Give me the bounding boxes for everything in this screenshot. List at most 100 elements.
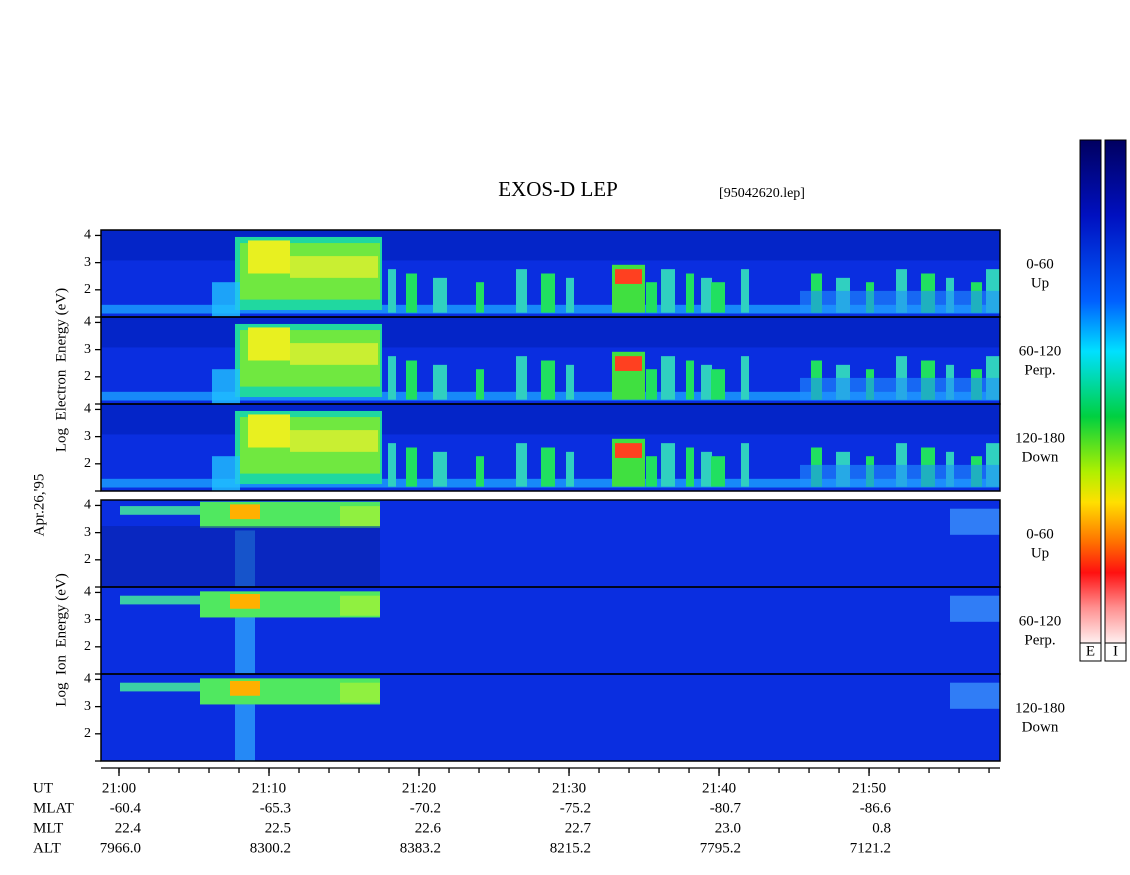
orbit-value: 22.4 (115, 820, 142, 836)
spectrogram-cell (212, 282, 240, 317)
orbit-value: -80.7 (710, 800, 742, 816)
spectrogram-cell (340, 506, 380, 527)
orbit-row-label: MLAT (33, 800, 74, 816)
orbit-value: -60.4 (110, 800, 142, 816)
spectrogram-cell (101, 526, 380, 587)
spectrogram-cell (741, 356, 749, 400)
y-tick-label: 4 (84, 228, 91, 243)
spectrogram-cell (741, 269, 749, 313)
spectrogram-cell (711, 456, 725, 487)
spectrogram-image (101, 230, 1000, 761)
y-tick-label: 3 (84, 525, 91, 540)
spectrogram-cell (230, 593, 260, 609)
spectrogram-cell (566, 451, 574, 487)
x-tick-label: 21:00 (102, 780, 136, 796)
y-axis-label: Log Ion Energy (eV) (53, 573, 69, 706)
spectrogram-cell (120, 506, 230, 515)
spectrogram-cell (686, 447, 694, 487)
y-tick-label: 4 (84, 498, 91, 513)
spectrogram-cell (248, 327, 290, 361)
spectrogram-cell (516, 443, 527, 487)
y-tick-label: 3 (84, 342, 91, 357)
orbit-value: -70.2 (410, 800, 441, 816)
spectrogram-cell (406, 447, 417, 487)
spectrogram-cell (406, 360, 417, 400)
date-label: Apr.26,'95 (31, 474, 47, 537)
spectrogram-cell (212, 369, 240, 404)
y-tick-label: 2 (84, 456, 91, 471)
orbit-value: -65.3 (260, 800, 291, 816)
spectrogram-cell (566, 364, 574, 400)
orbit-value: -86.6 (860, 800, 892, 816)
y-tick-label: 2 (84, 726, 91, 741)
spectrogram-cell (686, 273, 694, 313)
y-tick-label: 2 (84, 369, 91, 384)
spectrogram-cell (646, 282, 657, 313)
spectrogram-cell (646, 369, 657, 400)
spectrogram-cell (615, 356, 642, 371)
spectrogram-cell (541, 273, 555, 313)
panel-angle: 0-60 (1026, 526, 1054, 542)
panel-direction: Perp. (1024, 362, 1055, 378)
spectrogram-cell (516, 269, 527, 313)
spectrogram-cell (388, 356, 396, 400)
colorbar-label-box (1079, 642, 1102, 662)
spectrogram-cell (615, 269, 642, 284)
y-tick-label: 2 (84, 282, 91, 297)
panel-angle: 120-180 (1015, 700, 1065, 716)
panel-direction: Perp. (1024, 632, 1055, 648)
x-tick-label: 21:50 (852, 780, 886, 796)
spectrogram-cell (701, 451, 712, 487)
spectrogram-cell (950, 682, 1000, 709)
spectrogram-cell (800, 290, 1000, 313)
spectrogram-cell (476, 456, 484, 487)
spectrogram-cell (120, 595, 230, 605)
spectrogram-cell (235, 617, 255, 674)
orbit-value: 22.5 (265, 820, 291, 836)
orbit-row-label: MLT (33, 820, 63, 836)
y-tick-label: 2 (84, 552, 91, 567)
orbit-value: 22.7 (565, 820, 592, 836)
spectrogram-cell (711, 282, 725, 313)
spectrogram-cell (235, 704, 255, 761)
x-tick-label: 21:40 (702, 780, 736, 796)
spectrogram-cell (388, 443, 396, 487)
orbit-row-label: ALT (33, 840, 61, 856)
spectrogram-cell (433, 277, 447, 313)
chart-title: EXOS-D LEP (498, 177, 618, 201)
y-tick-label: 2 (84, 639, 91, 654)
panel-angle: 60-120 (1019, 613, 1062, 629)
spectrogram-cell (661, 356, 675, 400)
panel-frame (100, 673, 1001, 762)
chart-subtitle: [95042620.lep] (719, 186, 805, 201)
panel-frame (100, 403, 1001, 492)
colorbar-label: I (1113, 643, 1118, 659)
spectrogram-cell (615, 443, 642, 458)
orbit-value: 8300.2 (250, 840, 291, 856)
time-row-label: UT (33, 780, 53, 796)
orbit-value: 7795.2 (700, 840, 741, 856)
panel-direction: Down (1022, 719, 1059, 735)
spectrogram-cell (120, 682, 230, 692)
panel-angle: 60-120 (1019, 343, 1062, 359)
spectrogram-cell (290, 256, 378, 278)
spectrogram-cell (701, 364, 712, 400)
y-tick-label: 4 (84, 315, 91, 330)
spectrogram-cell (541, 360, 555, 400)
spectrogram-cell (800, 377, 1000, 400)
orbit-value: 22.6 (415, 820, 442, 836)
y-axis-label: Log Electron Energy (eV) (53, 288, 69, 452)
spectrogram-cell (248, 240, 290, 274)
spectrogram-cell (741, 443, 749, 487)
x-tick-label: 21:30 (552, 780, 586, 796)
panel-direction: Up (1031, 275, 1049, 291)
panel-direction: Up (1031, 545, 1049, 561)
spectrogram-cell (476, 282, 484, 313)
spectrogram-cell (686, 360, 694, 400)
spectrogram-cell (230, 504, 260, 520)
spectrogram-cell (950, 508, 1000, 535)
orbit-value: 7966.0 (100, 840, 141, 856)
spectrogram-cell (950, 595, 1000, 622)
panel-direction: Down (1022, 449, 1059, 465)
